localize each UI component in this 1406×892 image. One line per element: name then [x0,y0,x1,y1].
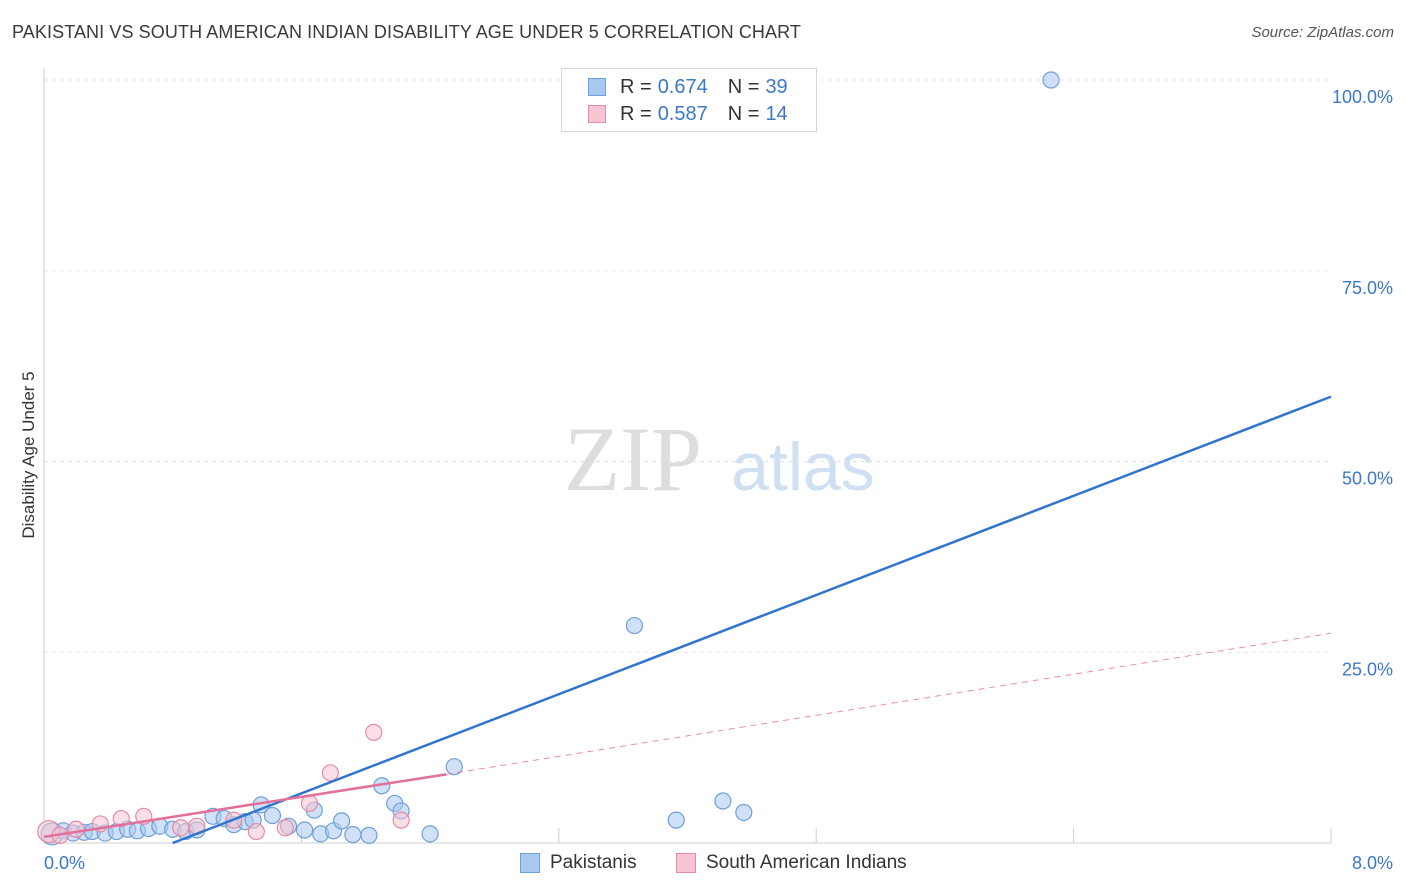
series-swatch-south-american-indians [676,853,696,873]
south-american-indian-point [276,819,294,837]
chart-title: PAKISTANI VS SOUTH AMERICAN INDIAN DISAB… [12,22,801,42]
pakistani-point [344,826,362,844]
pakistani-point [445,758,463,776]
legend-row-pakistanis: R = 0.674 N = 39 [588,74,808,100]
pakistani-point [333,812,351,830]
trendlines [43,395,1332,845]
south-american-indian-point [247,822,265,841]
south-american-indian-point [172,819,190,837]
south-american-indian-trendline [43,773,447,839]
pakistani-trendline [172,395,1332,845]
legend-r-value: 0.674 [657,75,708,98]
y-tick-label: 25.0% [1342,659,1393,679]
watermark-atlas: atlas [731,429,875,505]
south-american-indian-point [112,809,130,828]
series-label-pakistanis: Pakistanis [550,852,637,873]
legend: R = 0.674 N = 39 R = 0.587 N = 14 [561,68,817,132]
y-axis-label: Disability Age Under 5 [19,371,38,538]
legend-n-value: 39 [765,75,788,98]
series-label-south-american-indians: South American Indians [706,852,907,873]
pakistani-point [1042,71,1060,89]
x-tick-label: 0.0% [44,853,85,873]
legend-n-label: N = [727,75,760,98]
series-legend-south-american-indians: South American Indians [676,852,907,874]
pakistani-point [735,803,753,822]
south-american-indian-point [365,723,383,741]
legend-r-value: 0.587 [657,102,708,125]
grid [44,79,1331,653]
south-american-indian-trendline-extension [446,632,1332,775]
pakistani-point [360,826,378,844]
x-tick-label: 8.0% [1352,853,1393,873]
pakistani-point [667,811,685,829]
pakistani-point [421,825,439,843]
south-american-indian-point [67,820,85,838]
tick-labels: 100.0% 75.0% 50.0% 25.0% 0.0% 8.0% [44,87,1393,873]
legend-swatch-pakistanis [588,78,606,96]
pakistani-point [625,616,644,635]
legend-r-label: R = [620,102,652,125]
axes [43,68,1332,844]
y-tick-label: 100.0% [1332,87,1393,107]
legend-n-value: 14 [765,102,788,125]
pakistani-point [714,792,732,810]
legend-n-label: N = [727,102,760,125]
y-tick-label: 50.0% [1342,469,1393,489]
y-tick-label: 75.0% [1342,278,1393,298]
legend-swatch-south-american-indians [588,105,606,123]
south-american-indian-point [321,764,339,782]
pakistani-point [296,821,314,839]
data-points [37,71,1060,846]
series-legend-pakistanis: Pakistanis [520,852,637,874]
south-american-indian-point [392,811,410,829]
series-legend: Pakistanis South American Indians [0,852,1406,876]
pakistani-point [263,806,282,825]
watermark-zip: ZIP [564,408,702,510]
legend-r-label: R = [620,75,652,98]
series-swatch-pakistanis [520,853,540,873]
source-label: Source: ZipAtlas.com [1251,24,1394,41]
legend-row-south-american-indians: R = 0.587 N = 14 [588,101,808,127]
